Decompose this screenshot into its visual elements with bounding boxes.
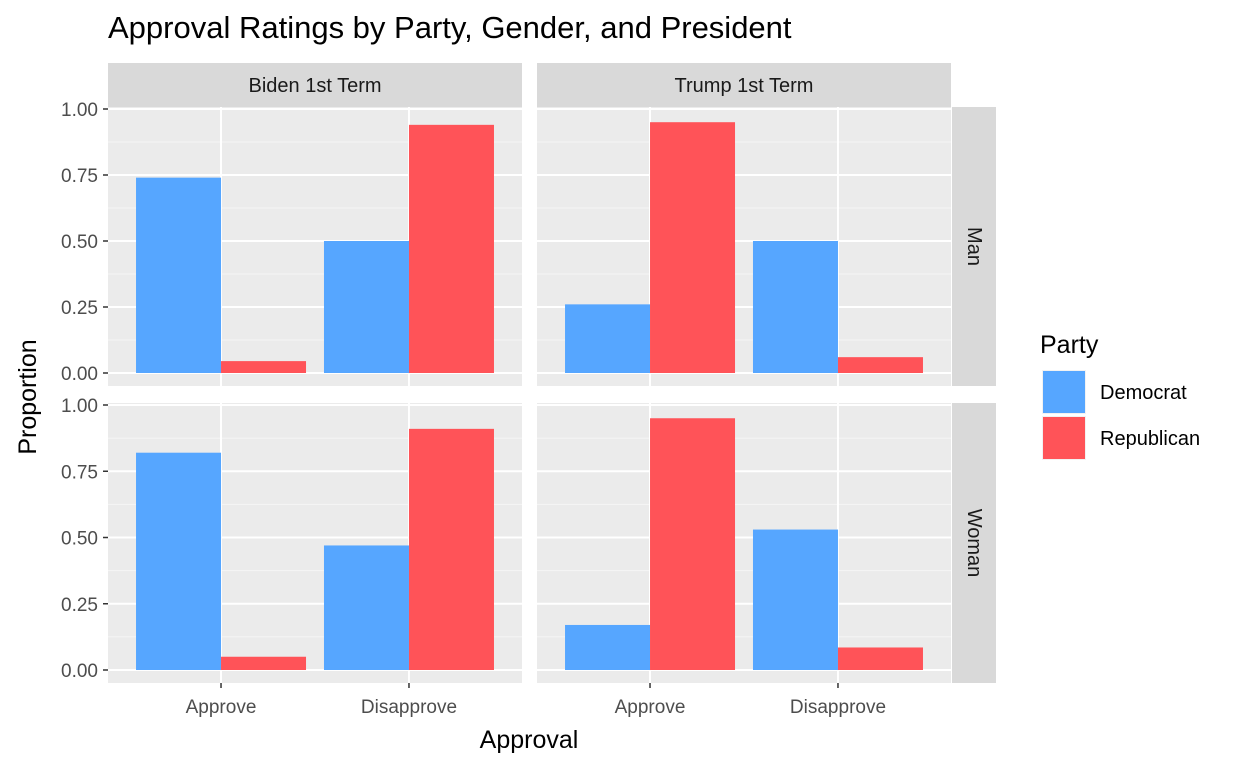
bar	[565, 624, 651, 670]
legend: Party Democrat Republican	[1040, 331, 1200, 460]
bar	[323, 241, 409, 373]
panel	[108, 403, 522, 683]
bar	[837, 357, 923, 373]
row-strip	[952, 107, 996, 386]
bar	[752, 241, 838, 373]
y-tick-label: 0.50	[61, 232, 98, 253]
row-strip	[952, 403, 996, 683]
y-tick-label: 1.00	[61, 100, 98, 121]
y-tick-label: 0.50	[61, 529, 98, 550]
row-strip-label: Woman	[963, 509, 985, 578]
y-tick-label: 0.25	[61, 298, 98, 319]
y-tick-label: 0.25	[61, 595, 98, 616]
y-tick-label: 0.75	[61, 462, 98, 483]
panels: Biden 1st Term Trump 1st Term Man Woman 0.00…	[61, 63, 996, 718]
y-tick-label: 0.00	[61, 364, 98, 385]
column-strip-label: Biden 1st Term	[248, 75, 381, 97]
x-tick-label: Disapprove	[361, 697, 457, 718]
chart-title: Approval Ratings by Party, Gender, and P…	[108, 10, 792, 45]
legend-label: Republican	[1100, 428, 1200, 450]
row-strip-label: Man	[963, 227, 985, 266]
bar	[221, 361, 307, 373]
bar	[408, 428, 494, 670]
bar	[408, 124, 494, 373]
bar	[752, 529, 838, 670]
x-tick-label: Disapprove	[790, 697, 886, 718]
bar	[650, 122, 736, 373]
legend-swatch	[1043, 371, 1085, 413]
column-strip	[108, 63, 522, 107]
y-tick-label: 0.00	[61, 661, 98, 682]
bar	[323, 545, 409, 670]
bar	[565, 304, 651, 373]
panel	[108, 107, 522, 386]
y-tick-label: 0.75	[61, 166, 98, 187]
bar	[221, 656, 307, 670]
panel	[537, 107, 951, 386]
bar	[650, 418, 736, 670]
x-axis-title: Approval	[480, 726, 579, 754]
column-strip	[537, 63, 951, 107]
bar	[136, 452, 222, 670]
legend-label: Democrat	[1100, 382, 1187, 404]
y-tick-label: 1.00	[61, 396, 98, 417]
x-tick-label: Approve	[186, 697, 257, 718]
bar	[837, 647, 923, 670]
bar	[136, 177, 222, 373]
panel	[537, 403, 951, 683]
legend-title: Party	[1040, 331, 1099, 359]
legend-swatch	[1043, 417, 1085, 459]
x-tick-label: Approve	[615, 697, 686, 718]
y-axis-title: Proportion	[14, 339, 42, 454]
column-strip-label: Trump 1st Term	[675, 75, 814, 97]
